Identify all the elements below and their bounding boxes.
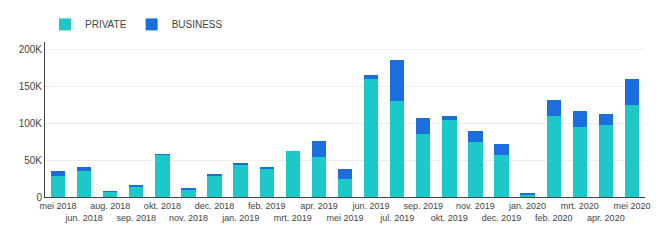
svg-text:jul. 2019: jul. 2019 (379, 213, 414, 223)
svg-text:sep. 2019: sep. 2019 (403, 201, 443, 211)
svg-text:mrt. 2020: mrt. 2020 (561, 201, 599, 211)
svg-text:mei 2020: mei 2020 (613, 201, 650, 211)
svg-text:100K: 100K (19, 118, 43, 129)
svg-text:mrt. 2019: mrt. 2019 (274, 213, 312, 223)
svg-text:okt. 2018: okt. 2018 (144, 201, 181, 211)
svg-text:apr. 2020: apr. 2020 (587, 213, 625, 223)
svg-text:mei 2019: mei 2019 (326, 213, 363, 223)
svg-text:BUSINESS: BUSINESS (172, 19, 223, 30)
svg-text:dec. 2018: dec. 2018 (195, 201, 235, 211)
svg-text:50K: 50K (24, 155, 42, 166)
svg-text:jun. 2018: jun. 2018 (65, 213, 103, 223)
svg-text:0: 0 (36, 192, 42, 203)
svg-text:dec. 2019: dec. 2019 (482, 213, 522, 223)
svg-text:feb. 2020: feb. 2020 (535, 213, 573, 223)
svg-text:PRIVATE: PRIVATE (85, 19, 127, 30)
svg-text:sep. 2018: sep. 2018 (117, 213, 157, 223)
svg-text:mei 2018: mei 2018 (40, 201, 77, 211)
svg-text:jan. 2020: jan. 2020 (508, 201, 546, 211)
svg-text:feb. 2019: feb. 2019 (248, 201, 286, 211)
svg-text:150K: 150K (19, 81, 43, 92)
svg-text:jun. 2019: jun. 2019 (352, 201, 390, 211)
svg-text:jan. 2019: jan. 2019 (221, 213, 259, 223)
svg-text:okt. 2019: okt. 2019 (431, 213, 468, 223)
svg-text:apr. 2019: apr. 2019 (300, 201, 338, 211)
svg-text:nov. 2018: nov. 2018 (169, 213, 208, 223)
svg-text:nov. 2019: nov. 2019 (456, 201, 495, 211)
svg-text:aug. 2018: aug. 2018 (90, 201, 130, 211)
svg-text:200K: 200K (19, 44, 43, 55)
